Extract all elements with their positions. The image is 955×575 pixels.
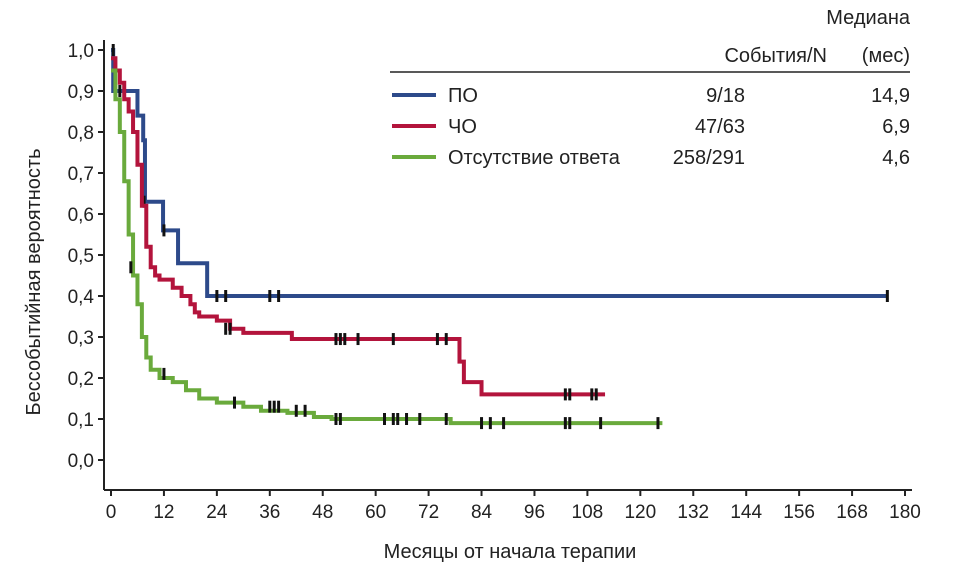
x-tick-label: 24: [206, 502, 228, 523]
y-tick-label: 0,2: [68, 369, 94, 390]
y-tick-label: 0,5: [68, 246, 94, 267]
y-tick-label: 0,7: [68, 164, 94, 185]
y-tick-label: 0,1: [68, 410, 94, 431]
x-axis-label: Месяцы от начала терапии: [384, 541, 637, 563]
x-tick-label: 168: [836, 502, 868, 523]
legend: Медиана События/N (мес) ПО 9/18 14,9 ЧО 47/6…: [390, 7, 911, 169]
curves: [111, 44, 889, 430]
y-tick-label: 0,3: [68, 328, 94, 349]
y-axis-label: Бессобытийная вероятность: [23, 149, 45, 416]
legend-median: 14,9: [871, 85, 910, 107]
x-tick-label: 0: [106, 502, 117, 523]
x-tick-label: 96: [524, 502, 545, 523]
legend-series-name: ПО: [448, 85, 478, 107]
survival-curve-0: [111, 48, 888, 298]
x-tick-label: 60: [365, 502, 386, 523]
x-tick-label: 156: [783, 502, 815, 523]
legend-series-name: ЧО: [448, 116, 477, 138]
x-tick-label: 12: [153, 502, 174, 523]
y-tick-label: 0,4: [68, 287, 95, 308]
x-tick-label: 120: [624, 502, 656, 523]
legend-events: 9/18: [706, 85, 745, 107]
x-tick-label: 84: [471, 502, 493, 523]
legend-events: 258/291: [673, 147, 745, 169]
x-tick-label: 36: [259, 502, 280, 523]
x-tick-label: 72: [418, 502, 439, 523]
x-tick-label: 108: [572, 502, 604, 523]
x-tick-label: 132: [677, 502, 709, 523]
y-tick-label: 0,8: [68, 123, 94, 144]
legend-header-months: (мес): [862, 45, 910, 67]
y-tick-label: 0,6: [68, 205, 94, 226]
y-tick-label: 1,0: [68, 41, 94, 62]
legend-header-median: Медиана: [826, 7, 911, 29]
x-tick-label: 48: [312, 502, 333, 523]
x-tick-label: 180: [889, 502, 921, 523]
axes: 0,0 0,1 0,2 0,3 0,4 0,5 0,6 0,7 0,8 0,9 1,0 0 12 24 36…: [68, 40, 921, 523]
legend-median: 6,9: [882, 116, 910, 138]
x-tick-label: 144: [730, 502, 762, 523]
survival-curve-2: [111, 68, 663, 426]
survival-curve-1: [111, 56, 606, 397]
legend-events: 47/63: [695, 116, 745, 138]
y-tick-label: 0,9: [68, 82, 94, 103]
legend-series-name: Отсутствие ответа: [448, 147, 621, 169]
legend-median: 4,6: [882, 147, 910, 169]
y-tick-label: 0,0: [68, 451, 94, 472]
legend-header-events: События/N: [724, 45, 827, 67]
